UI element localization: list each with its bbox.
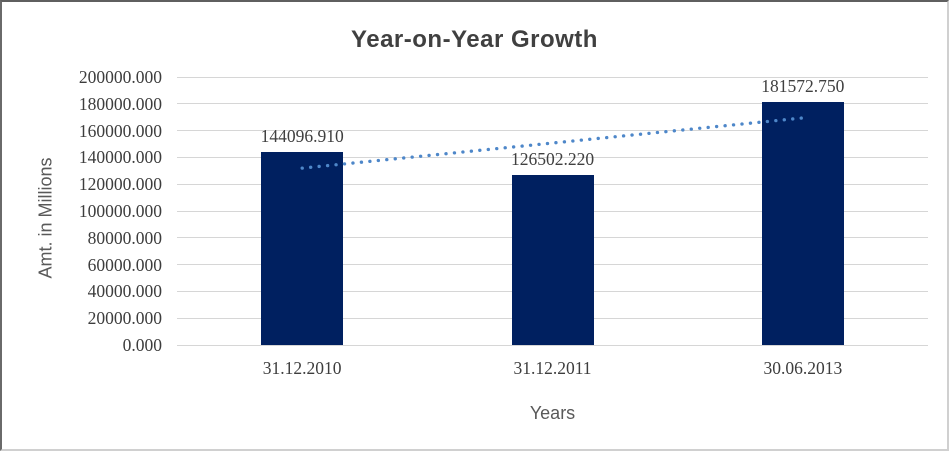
y-axis-tick-label: 40000.000 xyxy=(87,281,162,302)
chart-title: Year-on-Year Growth xyxy=(351,26,598,53)
y-axis-tick-label: 60000.000 xyxy=(87,254,162,275)
gridline xyxy=(177,76,928,78)
x-axis-tick-label: 31.12.2011 xyxy=(513,358,592,378)
y-axis-tick-label: 80000.000 xyxy=(87,227,162,248)
y-axis-tick-label: 100000.000 xyxy=(78,201,162,221)
x-axis-tick-label: 31.12.2010 xyxy=(262,358,342,378)
y-axis-tick-label: 200000.000 xyxy=(78,67,162,87)
y-axis-tick-label: 180000.000 xyxy=(78,93,162,114)
y-axis-tick-label: 120000.000 xyxy=(78,174,162,195)
bar xyxy=(511,175,594,345)
x-axis-tick-label: 30.06.2013 xyxy=(763,358,843,378)
bar-data-label: 144096.910 xyxy=(260,125,344,146)
bar xyxy=(761,101,844,345)
bar-data-label: 181572.750 xyxy=(761,75,845,96)
bar-data-label: 126502.220 xyxy=(510,149,595,170)
y-axis-tick-label: 160000.000 xyxy=(78,120,162,141)
gridline xyxy=(177,344,928,346)
y-axis-tick-label: 20000.000 xyxy=(87,308,162,329)
x-axis-title: Years xyxy=(529,403,576,423)
gridline xyxy=(177,103,928,105)
y-axis-tick-label: 0.000 xyxy=(122,335,162,355)
bar xyxy=(261,151,344,345)
y-axis-tick-label: 140000.000 xyxy=(78,147,162,168)
